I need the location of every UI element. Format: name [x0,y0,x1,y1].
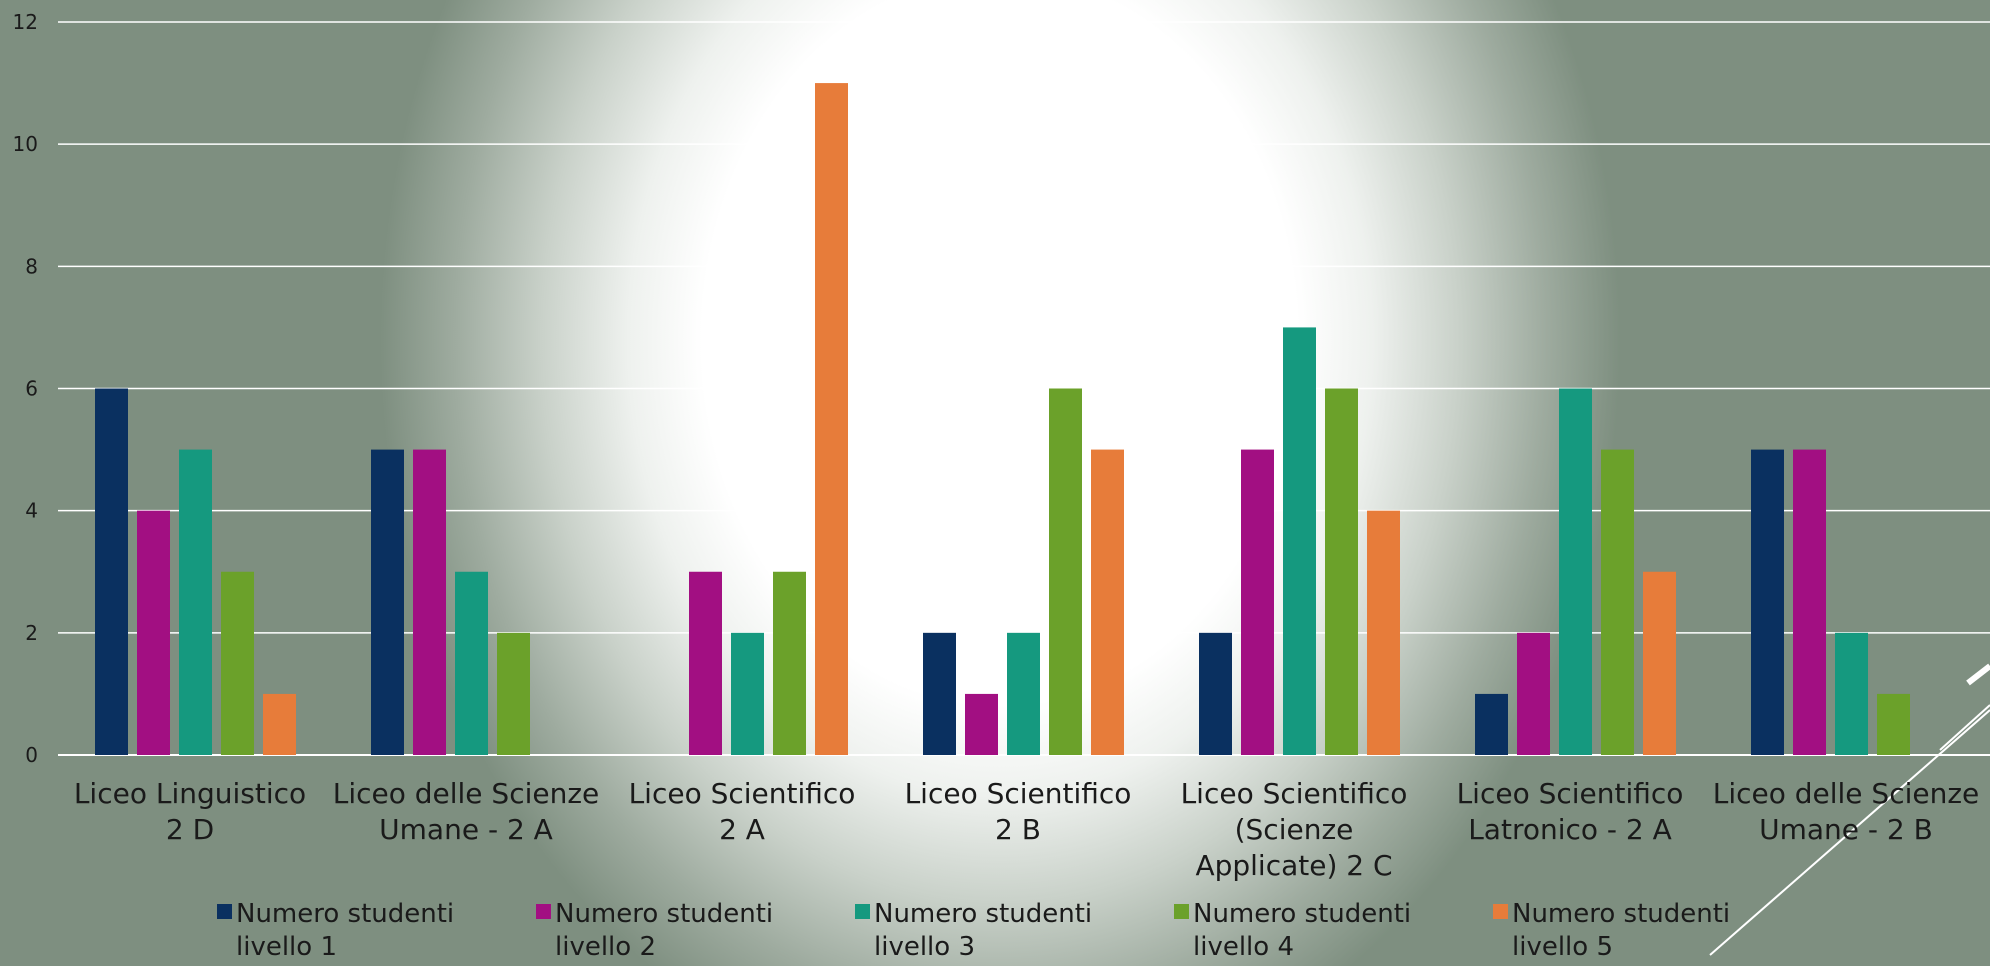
bar [689,571,722,755]
x-tick-label: Liceo delle Scienze Umane - 2 B [1713,777,1980,846]
x-tick-label: Liceo Scientifico 2 A [629,777,856,846]
bar [1517,632,1550,755]
bar [221,571,254,755]
bar [1091,449,1124,755]
bar [1283,327,1316,755]
x-tick-label: Liceo delle Scienze Umane - 2 A [333,777,600,846]
bar [263,693,296,755]
bar [1007,632,1040,755]
bar [1835,632,1868,755]
y-tick-label: 4 [25,499,38,523]
legend-swatch [855,904,870,919]
x-tick-label: Liceo Linguistico 2 D [74,777,306,846]
bar [1241,449,1274,755]
bar [179,449,212,755]
y-axis: 0 2 4 6 8 10 12 [13,10,38,767]
bar [95,388,128,755]
x-tick-label: Liceo Scientifico 2 B [905,777,1132,846]
legend: Numero studenti livello 1 Numero studenti l… [217,899,1730,962]
legend-label: Numero studenti livello 4 [1193,899,1411,962]
bar [1367,510,1400,755]
bar [1199,632,1232,755]
legend-label: Numero studenti livello 5 [1512,899,1730,962]
x-tick-label: Liceo Scientifico Latronico - 2 A [1457,777,1684,846]
decor-line [1966,663,1990,686]
y-tick-label: 8 [25,254,38,278]
y-tick-label: 6 [25,377,38,401]
bar [1049,388,1082,755]
legend-label: Numero studenti livello 3 [874,899,1092,962]
bar [1793,449,1826,755]
bar [137,510,170,755]
slide-decoration [1709,663,1990,956]
bar [371,449,404,755]
x-tick-label: Liceo Scientifico (Scienze Applicate) 2 C [1181,777,1408,882]
bar [965,693,998,755]
bar [497,632,530,755]
legend-label: Numero studenti livello 1 [236,899,454,962]
bar [1643,571,1676,755]
bar [1325,388,1358,755]
bar [773,571,806,755]
legend-swatch [1174,904,1189,919]
bar [1475,693,1508,755]
decor-line [1709,709,1990,956]
bar [1877,693,1910,755]
bars [95,83,1910,756]
y-tick-label: 2 [25,621,38,645]
legend-label: Numero studenti livello 2 [555,899,773,962]
x-axis: Liceo Linguistico 2 D Liceo delle Scienze U… [74,777,1979,882]
y-tick-label: 12 [13,10,38,34]
bar [1601,449,1634,755]
bar [815,83,848,756]
legend-swatch [1493,904,1508,919]
bar [923,632,956,755]
legend-swatch [217,904,232,919]
bar [413,449,446,755]
y-tick-label: 0 [25,743,38,767]
legend-swatch [536,904,551,919]
bar [1751,449,1784,755]
y-tick-label: 10 [13,132,38,156]
bar [731,632,764,755]
decor-line [1939,704,1990,751]
bar [455,571,488,755]
bar [1559,388,1592,755]
